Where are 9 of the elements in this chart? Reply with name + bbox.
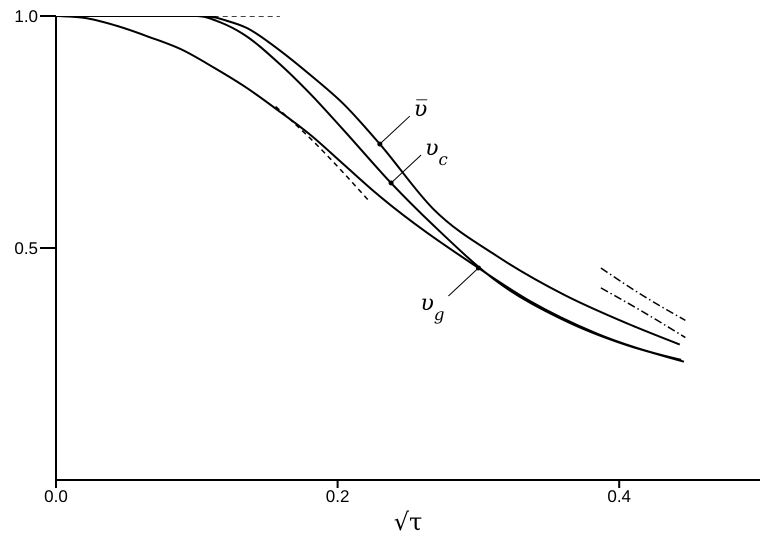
annotation: υ̅: [414, 97, 428, 122]
x-tick-label: 0.2: [326, 487, 350, 506]
x-tick-label: 0.4: [607, 487, 632, 506]
y-tick-label: 1.0: [14, 7, 38, 26]
x-axis-title: √τ: [394, 508, 422, 536]
annotation: υ$_{g}$: [420, 290, 444, 324]
annotation: υ$_{c}$: [425, 136, 448, 169]
x-tick-label: 0.0: [44, 487, 68, 506]
y-tick-label: 0.5: [14, 239, 38, 258]
